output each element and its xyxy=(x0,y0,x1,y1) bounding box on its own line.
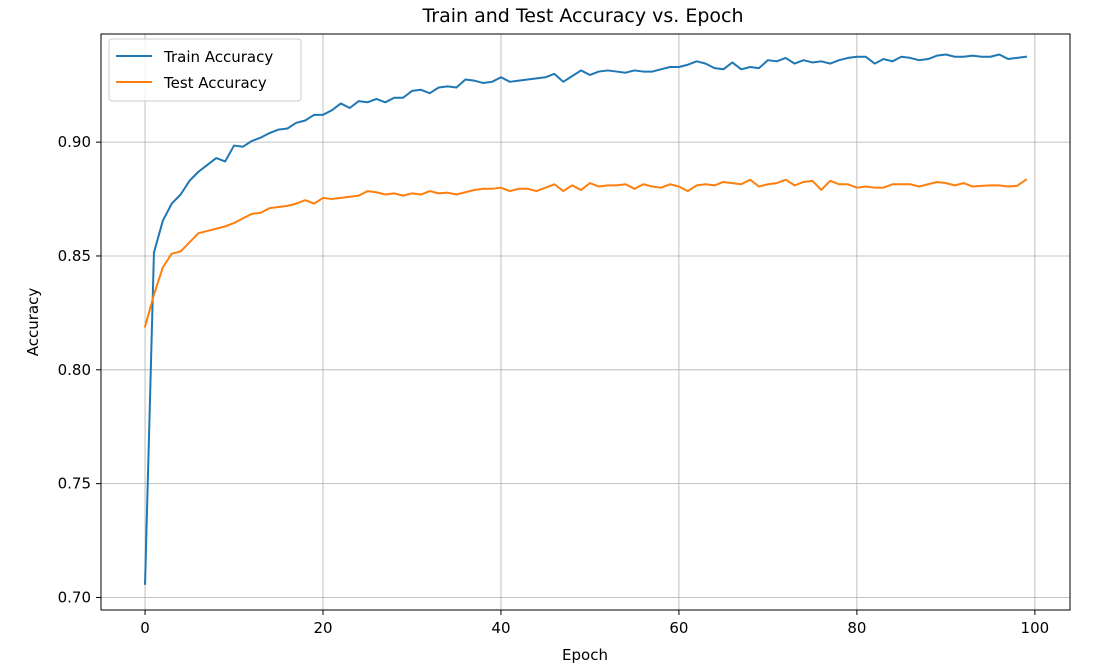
x-tick-label: 40 xyxy=(491,619,510,637)
x-tick-label: 60 xyxy=(669,619,688,637)
y-axis-ticks: 0.70 0.75 0.80 0.85 0.90 xyxy=(58,133,101,606)
test-accuracy-line xyxy=(143,178,1028,328)
x-tick-label: 0 xyxy=(140,619,150,637)
train-accuracy-line xyxy=(144,53,1028,585)
legend-box xyxy=(108,38,302,102)
x-axis-ticks: 0 20 40 60 80 100 xyxy=(140,610,1049,637)
x-tick-label: 100 xyxy=(1021,619,1050,637)
y-tick-label: 0.80 xyxy=(58,361,91,379)
x-axis-label: Epoch xyxy=(562,646,608,664)
y-tick-label: 0.70 xyxy=(58,588,91,606)
x-tick-label: 20 xyxy=(313,619,332,637)
x-tick-label: 80 xyxy=(847,619,866,637)
legend-label-train: Train Accuracy xyxy=(163,48,273,66)
y-axis-label: Accuracy xyxy=(24,288,42,357)
y-tick-label: 0.90 xyxy=(58,133,91,151)
legend-label-test: Test Accuracy xyxy=(163,74,267,92)
y-tick-label: 0.85 xyxy=(58,247,91,265)
chart-title: Train and Test Accuracy vs. Epoch xyxy=(421,5,743,27)
series-lines xyxy=(143,53,1028,585)
grid xyxy=(101,34,1070,610)
y-tick-label: 0.75 xyxy=(58,475,91,493)
legend: Train Accuracy Test Accuracy xyxy=(108,38,302,102)
plot-area-frame xyxy=(100,33,1071,611)
